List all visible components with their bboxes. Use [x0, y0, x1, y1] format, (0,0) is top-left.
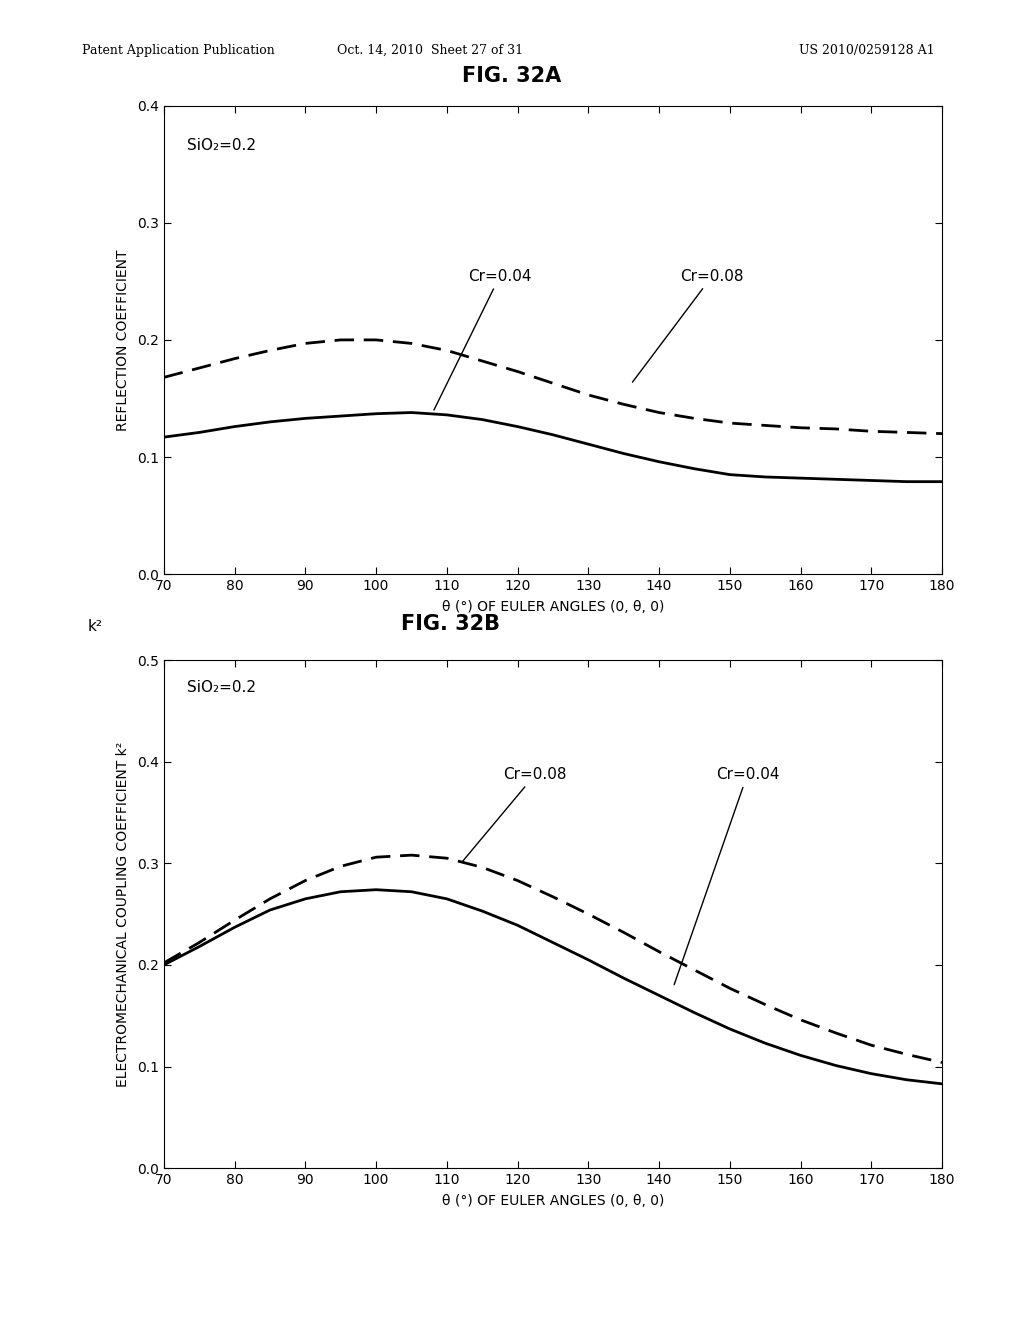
Text: k²: k²	[88, 619, 102, 634]
Text: Cr=0.04: Cr=0.04	[434, 269, 531, 411]
Text: Cr=0.08: Cr=0.08	[463, 767, 567, 861]
Y-axis label: ELECTROMECHANICAL COUPLING COEFFICIENT k²: ELECTROMECHANICAL COUPLING COEFFICIENT k…	[116, 742, 130, 1086]
Text: FIG. 32B: FIG. 32B	[401, 614, 500, 634]
Text: SiO₂=0.2: SiO₂=0.2	[187, 139, 256, 153]
Text: Oct. 14, 2010  Sheet 27 of 31: Oct. 14, 2010 Sheet 27 of 31	[337, 44, 523, 57]
X-axis label: θ (°) OF EULER ANGLES (0, θ, 0): θ (°) OF EULER ANGLES (0, θ, 0)	[441, 1195, 665, 1208]
X-axis label: θ (°) OF EULER ANGLES (0, θ, 0): θ (°) OF EULER ANGLES (0, θ, 0)	[441, 601, 665, 614]
Text: SiO₂=0.2: SiO₂=0.2	[187, 680, 256, 696]
Y-axis label: REFLECTION COEFFICIENT: REFLECTION COEFFICIENT	[116, 249, 130, 430]
Text: FIG. 32A: FIG. 32A	[463, 66, 561, 86]
Text: Patent Application Publication: Patent Application Publication	[82, 44, 274, 57]
Text: US 2010/0259128 A1: US 2010/0259128 A1	[799, 44, 934, 57]
Text: Cr=0.04: Cr=0.04	[674, 767, 779, 985]
Text: Cr=0.08: Cr=0.08	[633, 269, 743, 383]
